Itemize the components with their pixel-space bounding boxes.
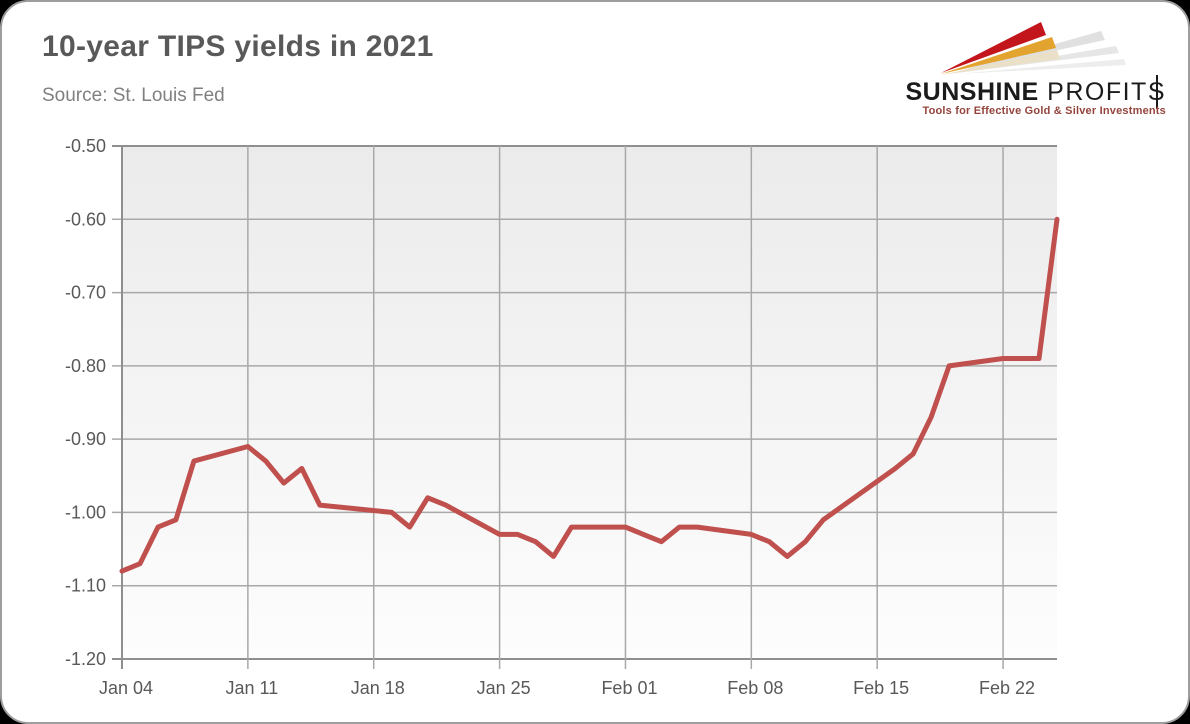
ray-cream-icon xyxy=(941,50,1060,75)
y-tick-label: -0.60 xyxy=(65,209,106,229)
x-tick-label: Jan 18 xyxy=(351,678,405,698)
logo-tagline: Tools for Effective Gold & Silver Invest… xyxy=(922,105,1166,117)
y-tick-label: -1.10 xyxy=(65,576,106,596)
x-tick-label: Feb 22 xyxy=(979,678,1035,698)
x-tick-label: Jan 04 xyxy=(99,678,153,698)
y-tick-label: -0.90 xyxy=(65,429,106,449)
y-tick-label: -0.80 xyxy=(65,356,106,376)
x-tick-label: Jan 25 xyxy=(477,678,531,698)
source-note: Source: St. Louis Fed xyxy=(42,85,225,106)
y-tick-label: -1.20 xyxy=(65,649,106,669)
page-title: 10-year TIPS yields in 2021 xyxy=(42,30,434,63)
x-tick-label: Feb 08 xyxy=(727,678,783,698)
ray-shadow xyxy=(956,59,1126,74)
logo-word-sunshine: SUNSHINE xyxy=(905,78,1039,106)
y-tick-label: -0.50 xyxy=(65,136,106,156)
sunshine-rays-icon xyxy=(941,22,1126,75)
x-tick-label: Feb 01 xyxy=(601,678,657,698)
logo-dollar-s: S xyxy=(1147,75,1166,109)
logo-brand-text: SUNSHINE PROFITS xyxy=(905,75,1167,109)
series-line xyxy=(119,216,1060,574)
y-tick-label: -0.70 xyxy=(65,283,106,303)
x-tick-label: Feb 15 xyxy=(853,678,909,698)
sunshine-profits-logo: SUNSHINE PROFITS Tools for Effective Gol… xyxy=(906,18,1166,120)
y-tick-label: -1.00 xyxy=(65,502,106,522)
x-tick-label: Jan 11 xyxy=(226,678,279,698)
ray-red-icon xyxy=(941,22,1046,73)
plot-area xyxy=(122,146,1057,659)
logo-word-profits: PROFIT xyxy=(1047,78,1148,106)
ray-gold-icon xyxy=(941,37,1056,74)
